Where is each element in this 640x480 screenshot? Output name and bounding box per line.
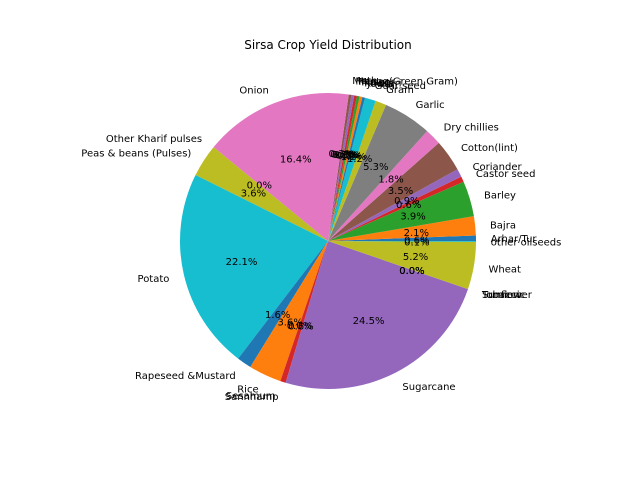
pie-slice-masoor [328,95,357,241]
slice-label-rice: Rice [237,384,258,395]
pie-slice-peas-beans-pulses [195,147,328,241]
pct-label-arhar-tur: 0.6% [404,235,429,246]
pct-label-castor-seed: 0.6% [396,200,421,211]
pie-slices [180,93,477,389]
slice-label-coriander: Coriander [473,162,523,173]
pct-label-bajra: 2.1% [404,228,429,239]
slice-label-arhar-tur: Arhar/Tur [491,234,538,245]
slice-label-barley: Barley [484,190,516,201]
pct-label-maize: 0.3% [333,150,358,161]
pie-slice-rice [250,241,328,382]
pie-slice-sugarcane [285,241,468,389]
slice-label-castor-seed: Castor seed [476,169,536,180]
slice-label-potato: Potato [138,274,170,285]
pie-slice-guar-seed [328,97,376,242]
pct-label-tobacco: 0.0% [399,266,424,277]
pct-label-rapeseed-mustard: 1.6% [265,310,290,321]
pct-label-khesari: 0.3% [335,150,360,161]
slice-label-other-kharif-pulses: Other Kharif pulses [106,134,202,145]
pie-slice-cotton-lint [328,142,458,241]
pct-label-coriander: 0.9% [394,196,419,207]
pie-slice-castor-seed [328,176,464,241]
slice-label-guar-seed: Guar seed [375,81,426,92]
pie-slice-onion [213,93,349,241]
pie-slice-wheat [328,241,476,290]
pie-slice-other-oilseeds [328,241,477,242]
pct-label-cotton-lint: 3.5% [388,186,413,197]
slice-label-bajra: Bajra [490,220,516,231]
pct-label-potato: 22.1% [226,257,258,268]
pct-label-rice: 3.6% [277,317,302,328]
slice-label-dry-chillies: Dry chillies [444,122,499,133]
pie-slice-coriander [328,169,462,241]
pct-label-moth: 0.3% [329,149,354,160]
slice-label-maize: Maize [361,78,390,89]
pie-slice-potato [180,175,328,359]
chart-title: Sirsa Crop Yield Distribution [244,38,412,52]
pie-slice-arhar-tur [328,235,477,241]
pct-label-sesamum: 0.0% [287,321,312,332]
slice-label-sunflower: Sunflower [482,290,533,301]
slice-label-rapeseed-mustard: Rapeseed &Mustard [135,371,236,382]
pct-label-sunflower: 0.0% [399,266,424,277]
pct-label-turmeric: 0.0% [399,266,424,277]
pie-slice-dry-chillies [328,131,439,241]
pct-label-dry-chillies: 1.8% [378,175,403,186]
pct-label-other-kharif-pulses: 0.0% [247,181,272,192]
pie-slice-moong-green-gram [328,94,355,242]
pie-slice-barley [328,181,474,241]
pct-label-jowar: 0.3% [337,151,362,162]
slice-label-sesamum: Sesamum [226,391,276,402]
slice-label-khesari: Khesari [364,78,401,89]
pie-slice-rapeseed-mustard [238,241,328,367]
slice-label-turmeric: Turmeric [481,290,525,301]
slice-label-peas-beans-pulses: Peas & beans (Pulses) [81,149,191,160]
slice-label-onion: Onion [239,85,268,96]
pie-slice-moth [328,94,352,242]
pct-label-guar-seed: 1.2% [341,152,366,163]
pct-label-sugarcane: 24.5% [353,316,385,327]
pie-slice-garlic [328,104,428,241]
pct-label-wheat: 5.2% [403,252,428,263]
slice-label-masoor: Masoor [358,77,395,88]
slice-label-other-oilseeds: other oilseeds [491,238,562,249]
pct-label-sannhamp: 0.6% [288,322,313,333]
pct-label-barley: 3.9% [400,212,425,223]
slice-label-tobacco: Tobacco [481,290,522,301]
slice-label-sannhamp: Sannhamp [225,392,279,403]
slice-label-moong-green-gram: Moong(Green Gram) [355,77,458,88]
slice-label-jowar: Jowar [366,79,395,90]
slice-label-garlic: Garlic [416,100,445,111]
pie-slice-jowar [328,97,366,241]
pct-label-moong-green-gram: 0.3% [330,149,355,160]
pie-slice-gram [328,100,387,241]
pct-label-onion: 16.4% [280,154,312,165]
slice-label-wheat: Wheat [488,264,521,275]
slice-label-sugarcane: Sugarcane [402,382,455,393]
pie-slice-sannhamp [280,241,328,383]
pct-label-gram: 1.2% [347,154,372,165]
pie-slice-maize [328,95,360,241]
pie-slice-khesari [328,96,363,241]
percentage-labels: 0.6%2.1%3.9%0.6%0.9%3.5%1.8%5.3%1.2%1.2%… [226,149,430,332]
pct-label-garlic: 5.3% [363,162,388,173]
slice-label-gram: Gram [386,85,414,96]
slice-labels: Arhar/Tur Bajra Barley Castor seedCoriander… [81,76,561,403]
slice-label-moth: Moth [352,76,377,87]
slice-label-cotton-lint: Cotton(lint) [461,143,518,154]
pie-slice-bajra [328,216,476,241]
pct-label-peas-beans-pulses: 3.6% [241,189,266,200]
pct-label-masoor: 0.3% [332,150,357,161]
pct-label-other-oilseeds: 0.1% [404,237,429,248]
